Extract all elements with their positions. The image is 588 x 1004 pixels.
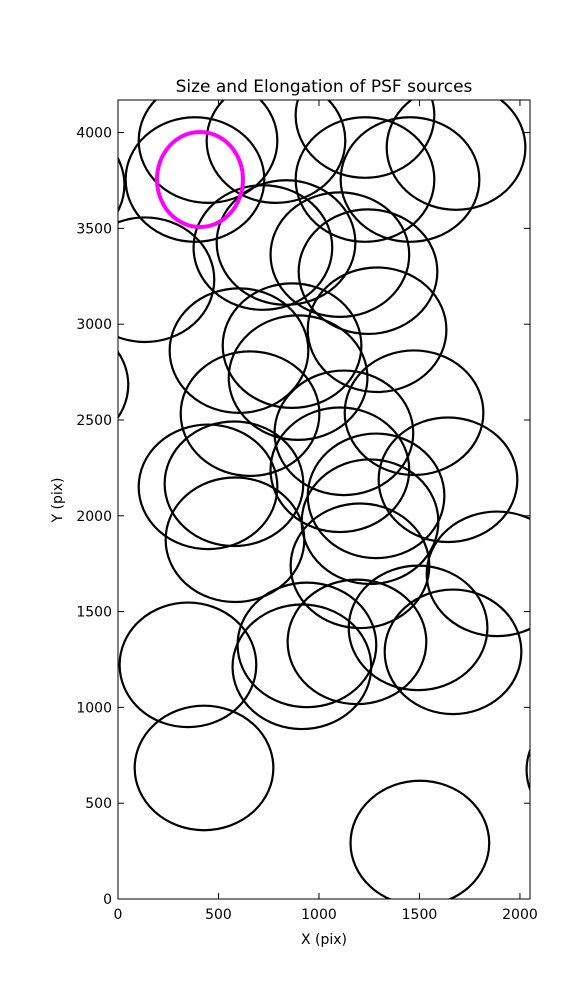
y-tick-label: 1500 (76, 605, 112, 621)
chart-title: Size and Elongation of PSF sources (176, 77, 473, 97)
psf-ellipse (525, 747, 530, 793)
psf-ellipse (294, 100, 436, 179)
psf-ellipse (215, 179, 357, 306)
psf-ellipse (289, 502, 431, 630)
y-tick-label: 0 (103, 892, 112, 908)
psf-ellipse (133, 704, 275, 832)
psf-ellipse (286, 578, 428, 706)
psf-ellipse (532, 713, 588, 838)
psf-ellipse (306, 266, 448, 394)
x-tick-label: 1500 (402, 907, 438, 923)
psf-ellipse (231, 603, 373, 731)
y-tick-label: 4000 (76, 126, 112, 142)
psf-ellipse (118, 601, 258, 729)
x-axis-label: X (pix) (301, 932, 347, 948)
psf-ellipse (205, 100, 347, 204)
plot-frame (117, 99, 531, 900)
psf-ellipse (137, 100, 279, 204)
psf-ellipse (154, 129, 246, 230)
psf-ellipse (294, 116, 436, 243)
psf-ellipse (163, 420, 305, 548)
psf-ellipse (164, 476, 306, 604)
x-tick-label: 0 (114, 907, 123, 923)
x-tick-label: 2000 (502, 907, 538, 923)
psf-ellipse (227, 314, 369, 442)
psf-ellipse (269, 191, 411, 318)
psf-ellipse (300, 458, 440, 586)
psf-ellipse (377, 416, 519, 544)
psf-ellipse (118, 216, 216, 344)
y-tick-label: 3500 (76, 221, 112, 237)
psf-ellipse (343, 349, 485, 477)
psf-ellipse (269, 406, 411, 534)
psf-ellipse (118, 156, 126, 214)
psf-ellipse (385, 100, 527, 211)
x-tick-label: 1000 (301, 907, 337, 923)
y-tick-label: 3000 (76, 317, 112, 333)
psf-ellipse (137, 423, 279, 551)
psf-ellipse (179, 350, 321, 478)
psf-ellipse (273, 369, 415, 497)
y-tick-label: 1000 (76, 700, 112, 716)
y-tick-label: 2000 (76, 509, 112, 525)
psf-ellipse (349, 779, 491, 899)
y-tick-label: 2500 (76, 413, 112, 429)
psf-ellipse (297, 208, 439, 336)
psf-ellipse (425, 510, 530, 638)
x-tick-label: 500 (205, 907, 232, 923)
psf-ellipse (192, 184, 334, 311)
y-tick-label: 500 (85, 796, 112, 812)
plot-area (118, 100, 588, 899)
psf-ellipse (118, 350, 130, 420)
y-axis-label: Y (pix) (50, 478, 66, 524)
psf-ellipse (124, 116, 266, 243)
psf-ellipse (339, 116, 481, 243)
psf-ellipse (383, 588, 523, 716)
psf-ellipse (236, 581, 378, 709)
psf-ellipse (221, 282, 363, 410)
psf-ellipse (306, 432, 446, 560)
